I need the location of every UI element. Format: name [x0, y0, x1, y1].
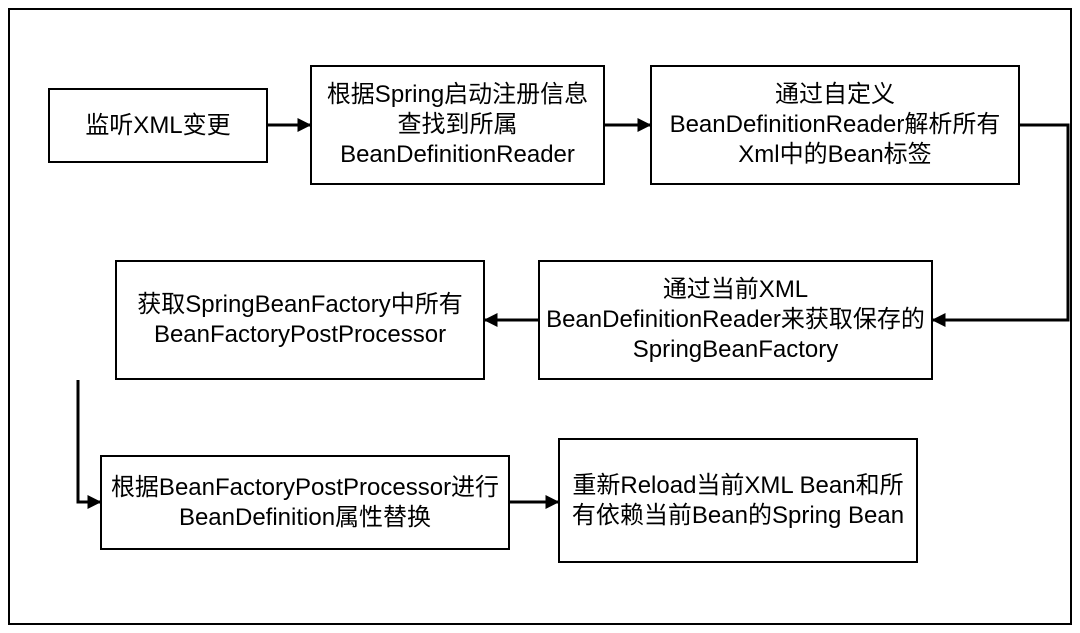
flow-node-n5: 获取SpringBeanFactory中所有BeanFactoryPostPro…: [115, 260, 485, 380]
flow-node-n4: 通过当前XML BeanDefinitionReader来获取保存的Spring…: [538, 260, 933, 380]
flow-node-n6: 根据BeanFactoryPostProcessor进行BeanDefiniti…: [100, 455, 510, 550]
flow-node-n2: 根据Spring启动注册信息查找到所属BeanDefinitionReader: [310, 65, 605, 185]
flow-node-n3: 通过自定义BeanDefinitionReader解析所有Xml中的Bean标签: [650, 65, 1020, 185]
flow-node-n1: 监听XML变更: [48, 88, 268, 163]
flow-node-n7: 重新Reload当前XML Bean和所有依赖当前Bean的Spring Bea…: [558, 438, 918, 563]
